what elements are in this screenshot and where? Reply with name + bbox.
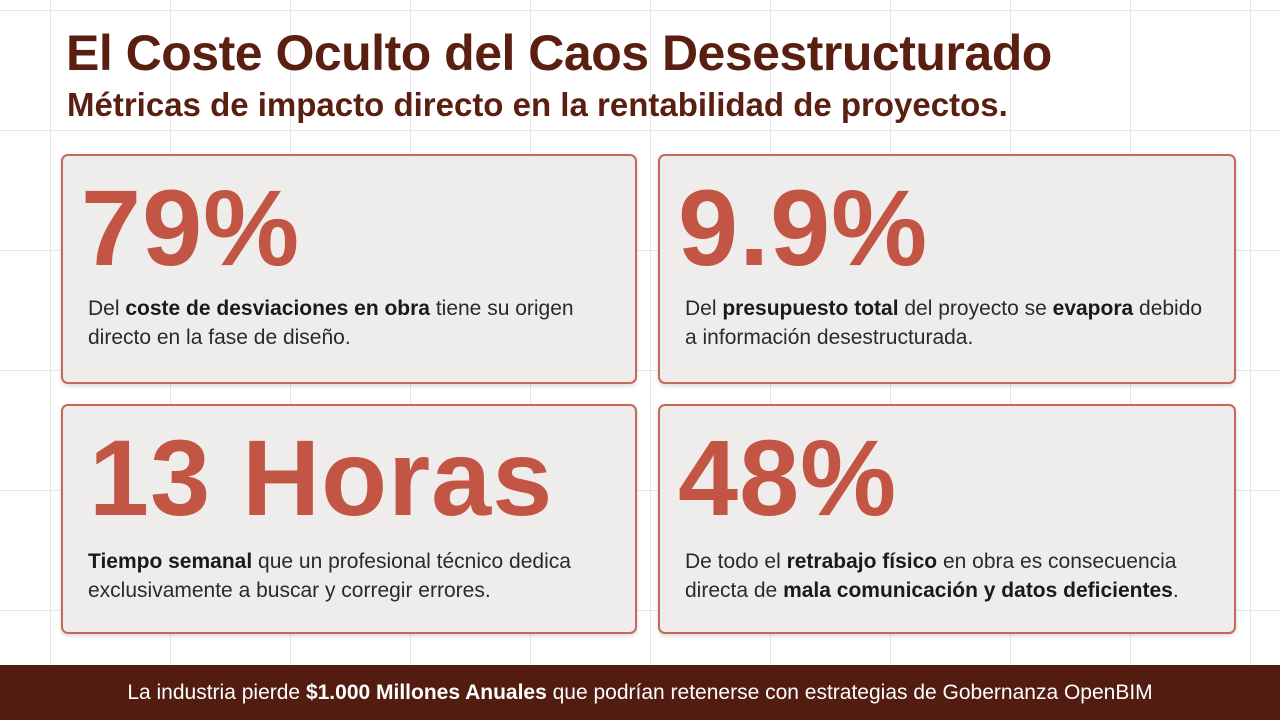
desc-text: debido a información desestructurada. — [685, 297, 1203, 350]
metric-card-budget-loss: 9.9% Del presupuesto total del proyecto … — [658, 154, 1236, 384]
desc-highlight: presupuesto total — [722, 297, 899, 320]
metric-card-design-deviation: 79% Del coste de desviaciones en obra ti… — [61, 154, 637, 384]
metric-description: De todo el retrabajo físico en obra es c… — [685, 547, 1214, 606]
desc-highlight: retrabajo físico — [786, 550, 938, 573]
footer-text: que podrían retenerse con estrategias de… — [546, 681, 1153, 704]
metric-description: Del presupuesto total del proyecto se ev… — [685, 294, 1214, 353]
metric-value: 13 Horas — [89, 417, 554, 538]
metric-description: Del coste de desviaciones en obra tiene … — [88, 294, 615, 353]
metric-card-weekly-hours: 13 Horas Tiempo semanal que un profesion… — [61, 404, 637, 634]
footer-text: La industria pierde — [127, 681, 306, 704]
desc-highlight: coste de desviaciones en obra — [125, 297, 430, 320]
page-title: El Coste Oculto del Caos Desestructurado — [66, 25, 1052, 81]
desc-highlight: Tiempo semanal — [88, 550, 253, 573]
footer-highlight: $1.000 Millones Anuales — [305, 681, 547, 704]
desc-text: en obra es consecuencia directa de — [685, 550, 1177, 603]
metric-value: 48% — [678, 417, 898, 538]
desc-text: Del — [685, 297, 723, 320]
metric-description: Tiempo semanal que un profesional técnic… — [88, 547, 615, 606]
desc-text: del proyecto se — [898, 297, 1053, 320]
metric-value: 9.9% — [678, 167, 929, 288]
desc-text: Del — [88, 297, 126, 320]
desc-text: que un profesional técnico dedica exclus… — [88, 550, 571, 603]
metric-card-rework: 48% De todo el retrabajo físico en obra … — [658, 404, 1236, 634]
desc-highlight: evapora — [1052, 297, 1134, 320]
footer-banner: La industria pierde $1.000 Millones Anua… — [0, 665, 1280, 720]
desc-text: . — [1172, 579, 1179, 603]
desc-highlight: mala comunicación y datos deficientes — [783, 579, 1173, 603]
page-subtitle: Métricas de impacto directo en la rentab… — [67, 86, 1008, 123]
metric-value: 79% — [81, 167, 301, 288]
desc-text: tiene su origen directo en la fase de di… — [88, 297, 574, 350]
desc-text: De todo el — [685, 550, 787, 573]
